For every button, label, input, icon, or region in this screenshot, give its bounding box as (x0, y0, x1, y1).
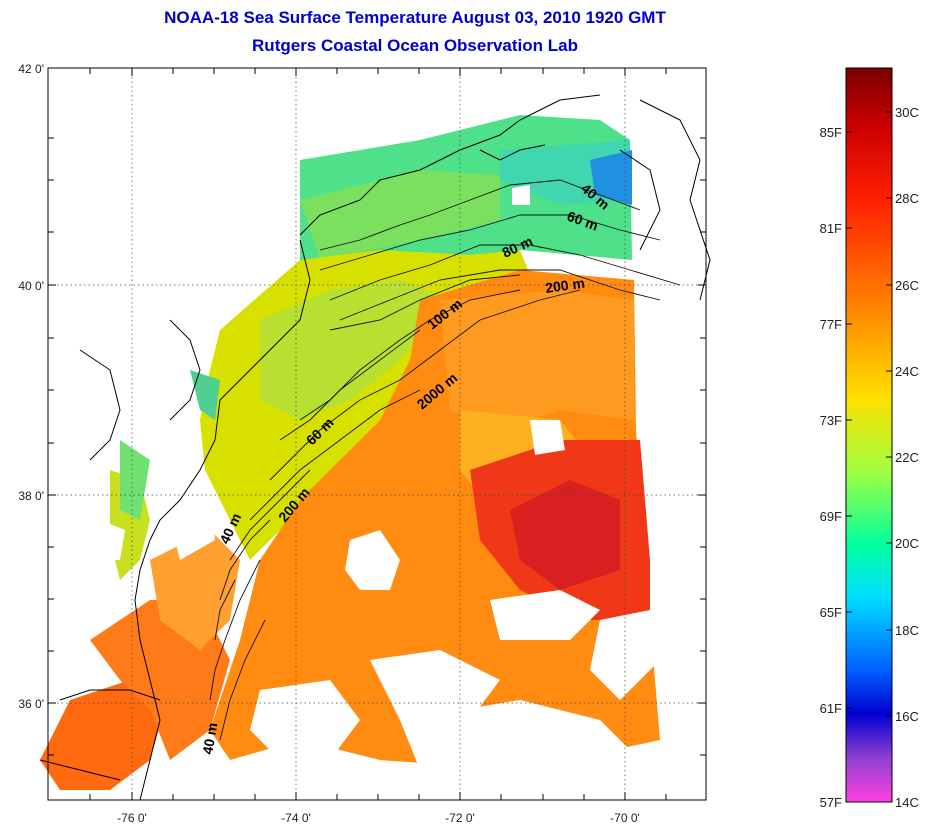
contour-label: 200 m (544, 275, 586, 296)
colorbar-ticks (846, 111, 892, 717)
lat-tick-label: 36 0' (18, 697, 44, 711)
colorbar-f-label: 73F (820, 413, 842, 428)
colorbar-f-label: 61F (820, 701, 842, 716)
lat-tick-label: 42 0' (18, 62, 44, 76)
colorbar-gradient (845, 67, 893, 803)
colorbar-f-label: 57F (820, 795, 842, 810)
colorbar-c-label: 16C (895, 709, 919, 724)
colorbar-c-label: 26C (895, 278, 919, 293)
lon-tick-label: -74 0' (281, 811, 311, 825)
map-frame (47, 67, 707, 801)
bathymetry-contours (209, 179, 681, 741)
colorbar-f-label: 85F (820, 125, 842, 140)
lon-tick-label: -72 0' (445, 811, 475, 825)
longitude-labels: -76 0' -74 0' -72 0' -70 0' (117, 811, 640, 825)
colorbar-c-label: 14C (895, 795, 919, 810)
colorbar-f-label: 69F (820, 509, 842, 524)
contour-label: 40 m (199, 721, 220, 755)
latitude-labels: 42 0' 40 0' 38 0' 36 0' (18, 62, 44, 711)
colorbar-f-label: 81F (820, 221, 842, 236)
graticule (48, 68, 706, 800)
colorbar-c-label: 22C (895, 450, 919, 465)
colorbar-c-label: 28C (895, 191, 919, 206)
lon-tick-label: -76 0' (117, 811, 147, 825)
map-title: NOAA-18 Sea Surface Temperature August 0… (164, 8, 666, 27)
colorbar-c-label: 24C (895, 364, 919, 379)
lon-tick-label: -70 0' (610, 811, 640, 825)
colorbar-f-label: 77F (820, 317, 842, 332)
colorbar: 85F 81F 77F 73F 69F 65F 61F 57F 30C 28C … (820, 67, 919, 810)
lat-tick-label: 38 0' (18, 489, 44, 503)
axis-ticks (48, 68, 706, 800)
colorbar-c-label: 18C (895, 623, 919, 638)
sst-swath (40, 115, 660, 790)
map-subtitle: Rutgers Coastal Ocean Observation Lab (252, 36, 578, 55)
colorbar-f-label: 65F (820, 605, 842, 620)
lat-tick-label: 40 0' (18, 279, 44, 293)
colorbar-c-label: 30C (895, 105, 919, 120)
colorbar-c-label: 20C (895, 536, 919, 551)
